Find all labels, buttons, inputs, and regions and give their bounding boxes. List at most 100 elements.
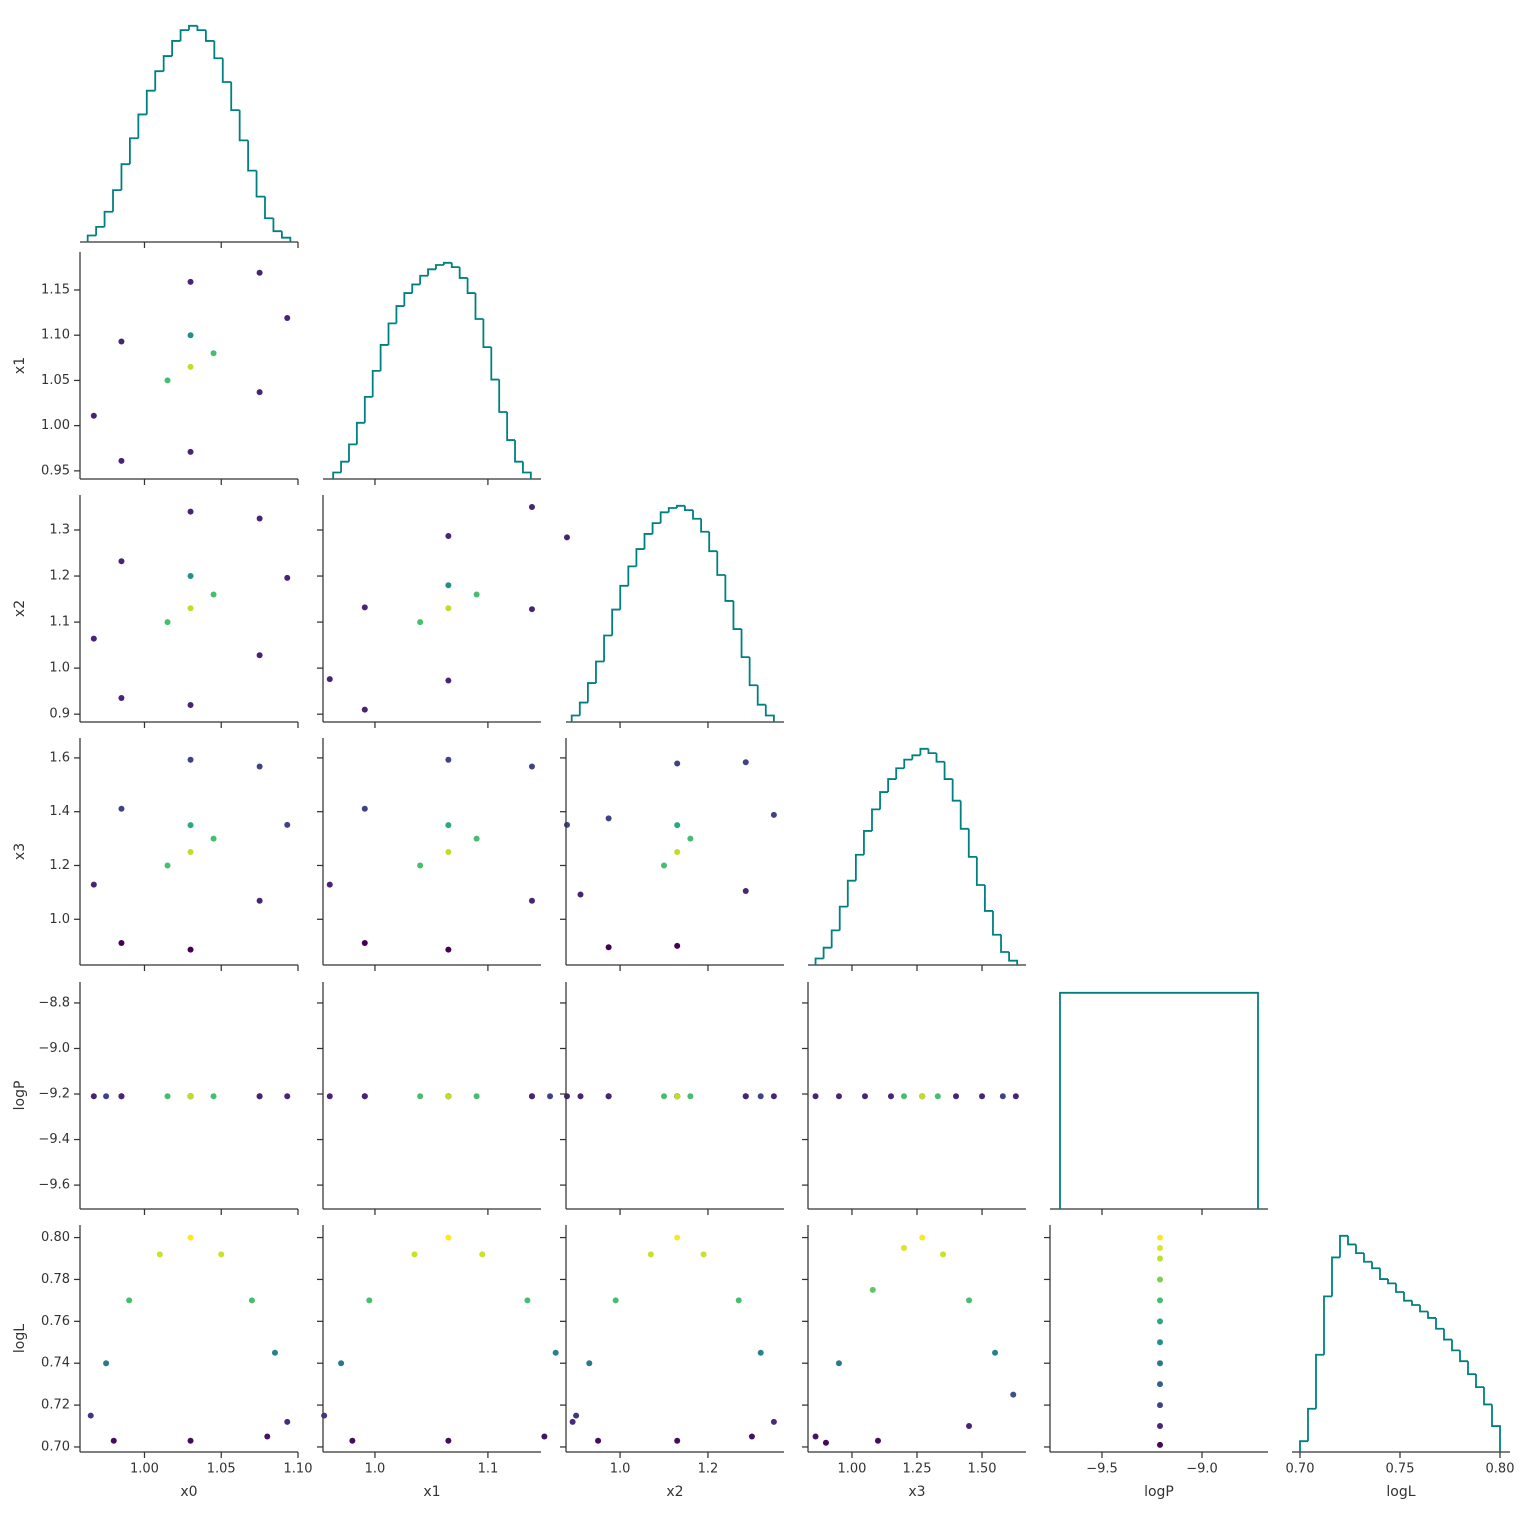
histogram-step: [935, 753, 945, 763]
histogram-step: [1387, 1279, 1396, 1285]
scatter-point: [674, 760, 681, 767]
histogram-step: [128, 137, 139, 165]
scatter-point: [187, 849, 194, 856]
scatter-point: [577, 1093, 584, 1100]
histogram-step: [1395, 1283, 1404, 1293]
y-axis-label: x1: [12, 357, 28, 374]
scatter-point: [524, 1297, 531, 1304]
histogram-step: [1427, 1311, 1436, 1319]
y-tick-label: −8.8: [38, 995, 70, 1010]
scatter-point: [187, 332, 194, 339]
histogram-step: [983, 885, 993, 912]
scatter-point: [417, 619, 424, 626]
x-tick-label: 1.0: [610, 1462, 631, 1477]
scatter-point: [187, 1093, 194, 1100]
histogram-step: [692, 510, 702, 520]
scatter-point: [118, 457, 125, 464]
scatter-point: [187, 573, 194, 580]
x-tick-label: 0.75: [1386, 1462, 1415, 1477]
histogram-step: [1483, 1387, 1492, 1406]
histogram-step: [1411, 1300, 1420, 1306]
histogram-step: [992, 910, 1002, 936]
scatter-point: [411, 1251, 418, 1258]
scatter-point: [326, 1093, 333, 1100]
histogram-step: [887, 778, 897, 793]
scatter-point: [940, 1251, 947, 1258]
histogram-step: [482, 319, 492, 349]
histogram-step: [1299, 1440, 1308, 1452]
histogram-step: [103, 210, 114, 227]
histogram-step: [1331, 1256, 1340, 1297]
histogram-step: [435, 264, 444, 270]
scatter-point: [187, 508, 194, 515]
y-tick-label: 1.3: [49, 522, 70, 537]
scatter-point: [605, 1093, 612, 1100]
scatter-point: [661, 1093, 668, 1100]
histogram-step: [1355, 1244, 1364, 1254]
x-tick-label: 1.0: [365, 1462, 386, 1477]
histogram-step: [403, 292, 413, 307]
scatter-point: [674, 849, 681, 856]
histogram-step: [595, 660, 605, 684]
histogram-step: [959, 800, 969, 830]
y-tick-label: 0.9: [49, 707, 70, 722]
histogram-step: [363, 395, 373, 423]
histogram-step: [442, 261, 452, 265]
histogram-step: [490, 347, 500, 381]
scatter-point: [563, 821, 570, 828]
histogram-step: [112, 189, 122, 212]
scatter-point: [919, 1234, 926, 1241]
histogram-step: [838, 905, 848, 931]
scatter-point: [445, 677, 452, 684]
scatter-point: [156, 1251, 163, 1258]
scatter-point: [1157, 1276, 1163, 1283]
scatter-point: [164, 619, 171, 626]
histogram-step: [1435, 1317, 1444, 1330]
scatter-point: [573, 1412, 580, 1419]
scatter-point: [445, 1234, 452, 1241]
scatter-point: [528, 503, 535, 510]
histogram-step: [879, 791, 889, 810]
scatter-point: [210, 835, 217, 842]
y-tick-label: 0.80: [41, 1230, 70, 1245]
scatter-point: [966, 1423, 973, 1430]
histogram-step: [651, 522, 661, 534]
x-tick-label: 1.10: [284, 1462, 313, 1477]
y-tick-label: 1.2: [49, 569, 70, 584]
histogram-step: [264, 196, 274, 220]
histogram-step: [1059, 991, 1259, 1209]
scatter-point: [218, 1251, 225, 1258]
histogram-step: [700, 518, 710, 533]
scatter-point: [445, 822, 452, 829]
scatter-point: [284, 821, 291, 828]
scatter-point: [103, 1093, 110, 1100]
histogram-step: [1379, 1268, 1388, 1280]
scatter-point: [547, 1093, 554, 1100]
scatter-point: [861, 1093, 868, 1100]
scatter-point: [118, 558, 125, 565]
scatter-point: [742, 1093, 749, 1100]
scatter-point: [1010, 1391, 1017, 1398]
histogram-step: [643, 533, 653, 550]
scatter-point: [164, 862, 171, 869]
scatter-point: [822, 1439, 829, 1446]
scatter-point: [473, 1093, 480, 1100]
scatter-point: [757, 1093, 764, 1100]
histogram-step: [764, 704, 775, 722]
scatter-point: [748, 1433, 755, 1440]
histogram-step: [1467, 1361, 1476, 1376]
histogram-step: [756, 685, 766, 706]
histogram-step: [854, 853, 864, 881]
histogram-step: [814, 957, 824, 965]
x-axis-label: x0: [180, 1484, 197, 1500]
histogram-step: [196, 25, 206, 32]
histogram-step: [213, 40, 223, 60]
scatter-point: [473, 591, 480, 598]
scatter-point: [1157, 1297, 1163, 1304]
scatter-point: [569, 1418, 576, 1425]
scatter-point: [256, 1093, 263, 1100]
histogram-step: [458, 267, 468, 279]
histogram-step: [379, 344, 389, 371]
scatter-point: [1157, 1441, 1163, 1448]
